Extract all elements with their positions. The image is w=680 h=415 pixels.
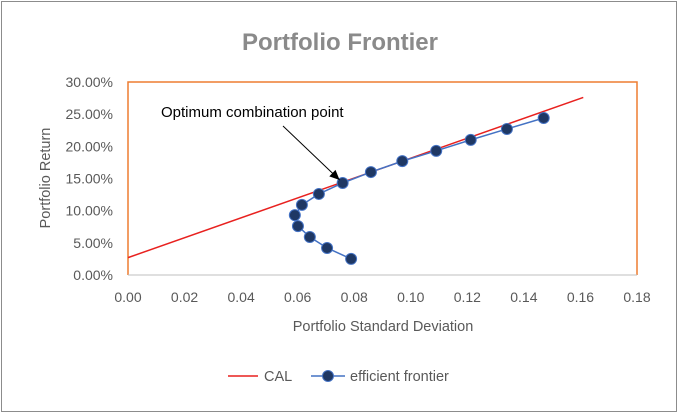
x-tick-label: 0.00 <box>114 289 141 305</box>
efficient-frontier-point <box>303 231 316 244</box>
y-tick-label: 30.00% <box>66 74 113 90</box>
x-tick-label: 0.16 <box>567 289 594 305</box>
efficient-frontier-point <box>295 198 308 211</box>
plot-layer: 0.00 0.02 0.04 0.06 0.08 0.10 0.12 0.14 0.16 0.18… <box>66 74 651 305</box>
efficient-frontier-point <box>396 155 409 168</box>
x-tick-label: 0.08 <box>341 289 368 305</box>
chart-title: Portfolio Frontier <box>242 29 438 56</box>
y-tick-label: 0.00% <box>73 267 113 283</box>
legend: CAL efficient frontier <box>228 369 449 385</box>
efficient-frontier-point <box>537 112 550 125</box>
x-tick-label: 0.10 <box>397 289 424 305</box>
efficient-frontier-point <box>464 133 477 146</box>
y-tick-label: 10.00% <box>66 203 113 219</box>
x-tick-label: 0.04 <box>227 289 254 305</box>
x-tick-label: 0.06 <box>284 289 311 305</box>
efficient-frontier-point <box>500 122 513 135</box>
y-axis-label: Portfolio Return <box>38 128 54 229</box>
y-tick-label: 5.00% <box>73 235 113 251</box>
y-tick-label: 15.00% <box>66 171 113 187</box>
efficient-frontier-point <box>336 177 349 190</box>
efficient-frontier-line <box>294 117 544 260</box>
annotation-label: Optimum combination point <box>161 104 344 121</box>
efficient-frontier-point <box>321 241 334 254</box>
efficient-frontier-point <box>312 187 325 200</box>
efficient-frontier-point <box>430 144 443 157</box>
annotation-arrow-head <box>329 169 340 181</box>
legend-cal-label: CAL <box>264 369 292 385</box>
x-tick-label: 0.14 <box>510 289 537 305</box>
plot-area-border <box>127 81 638 275</box>
efficient-frontier-point <box>291 220 304 233</box>
legend-frontier-marker <box>322 370 334 382</box>
efficient-frontier-point <box>288 209 301 222</box>
efficient-frontier-point <box>364 166 377 179</box>
efficient-frontier-point <box>345 252 358 265</box>
annotation-arrow-line <box>282 125 340 181</box>
legend-frontier-label: efficient frontier <box>350 369 449 385</box>
y-tick-label: 25.00% <box>66 106 113 122</box>
x-tick-label: 0.12 <box>454 289 481 305</box>
x-axis-label: Portfolio Standard Deviation <box>293 319 474 335</box>
y-tick-label: 20.00% <box>66 138 113 154</box>
x-tick-label: 0.18 <box>623 289 650 305</box>
x-tick-label: 0.02 <box>171 289 198 305</box>
